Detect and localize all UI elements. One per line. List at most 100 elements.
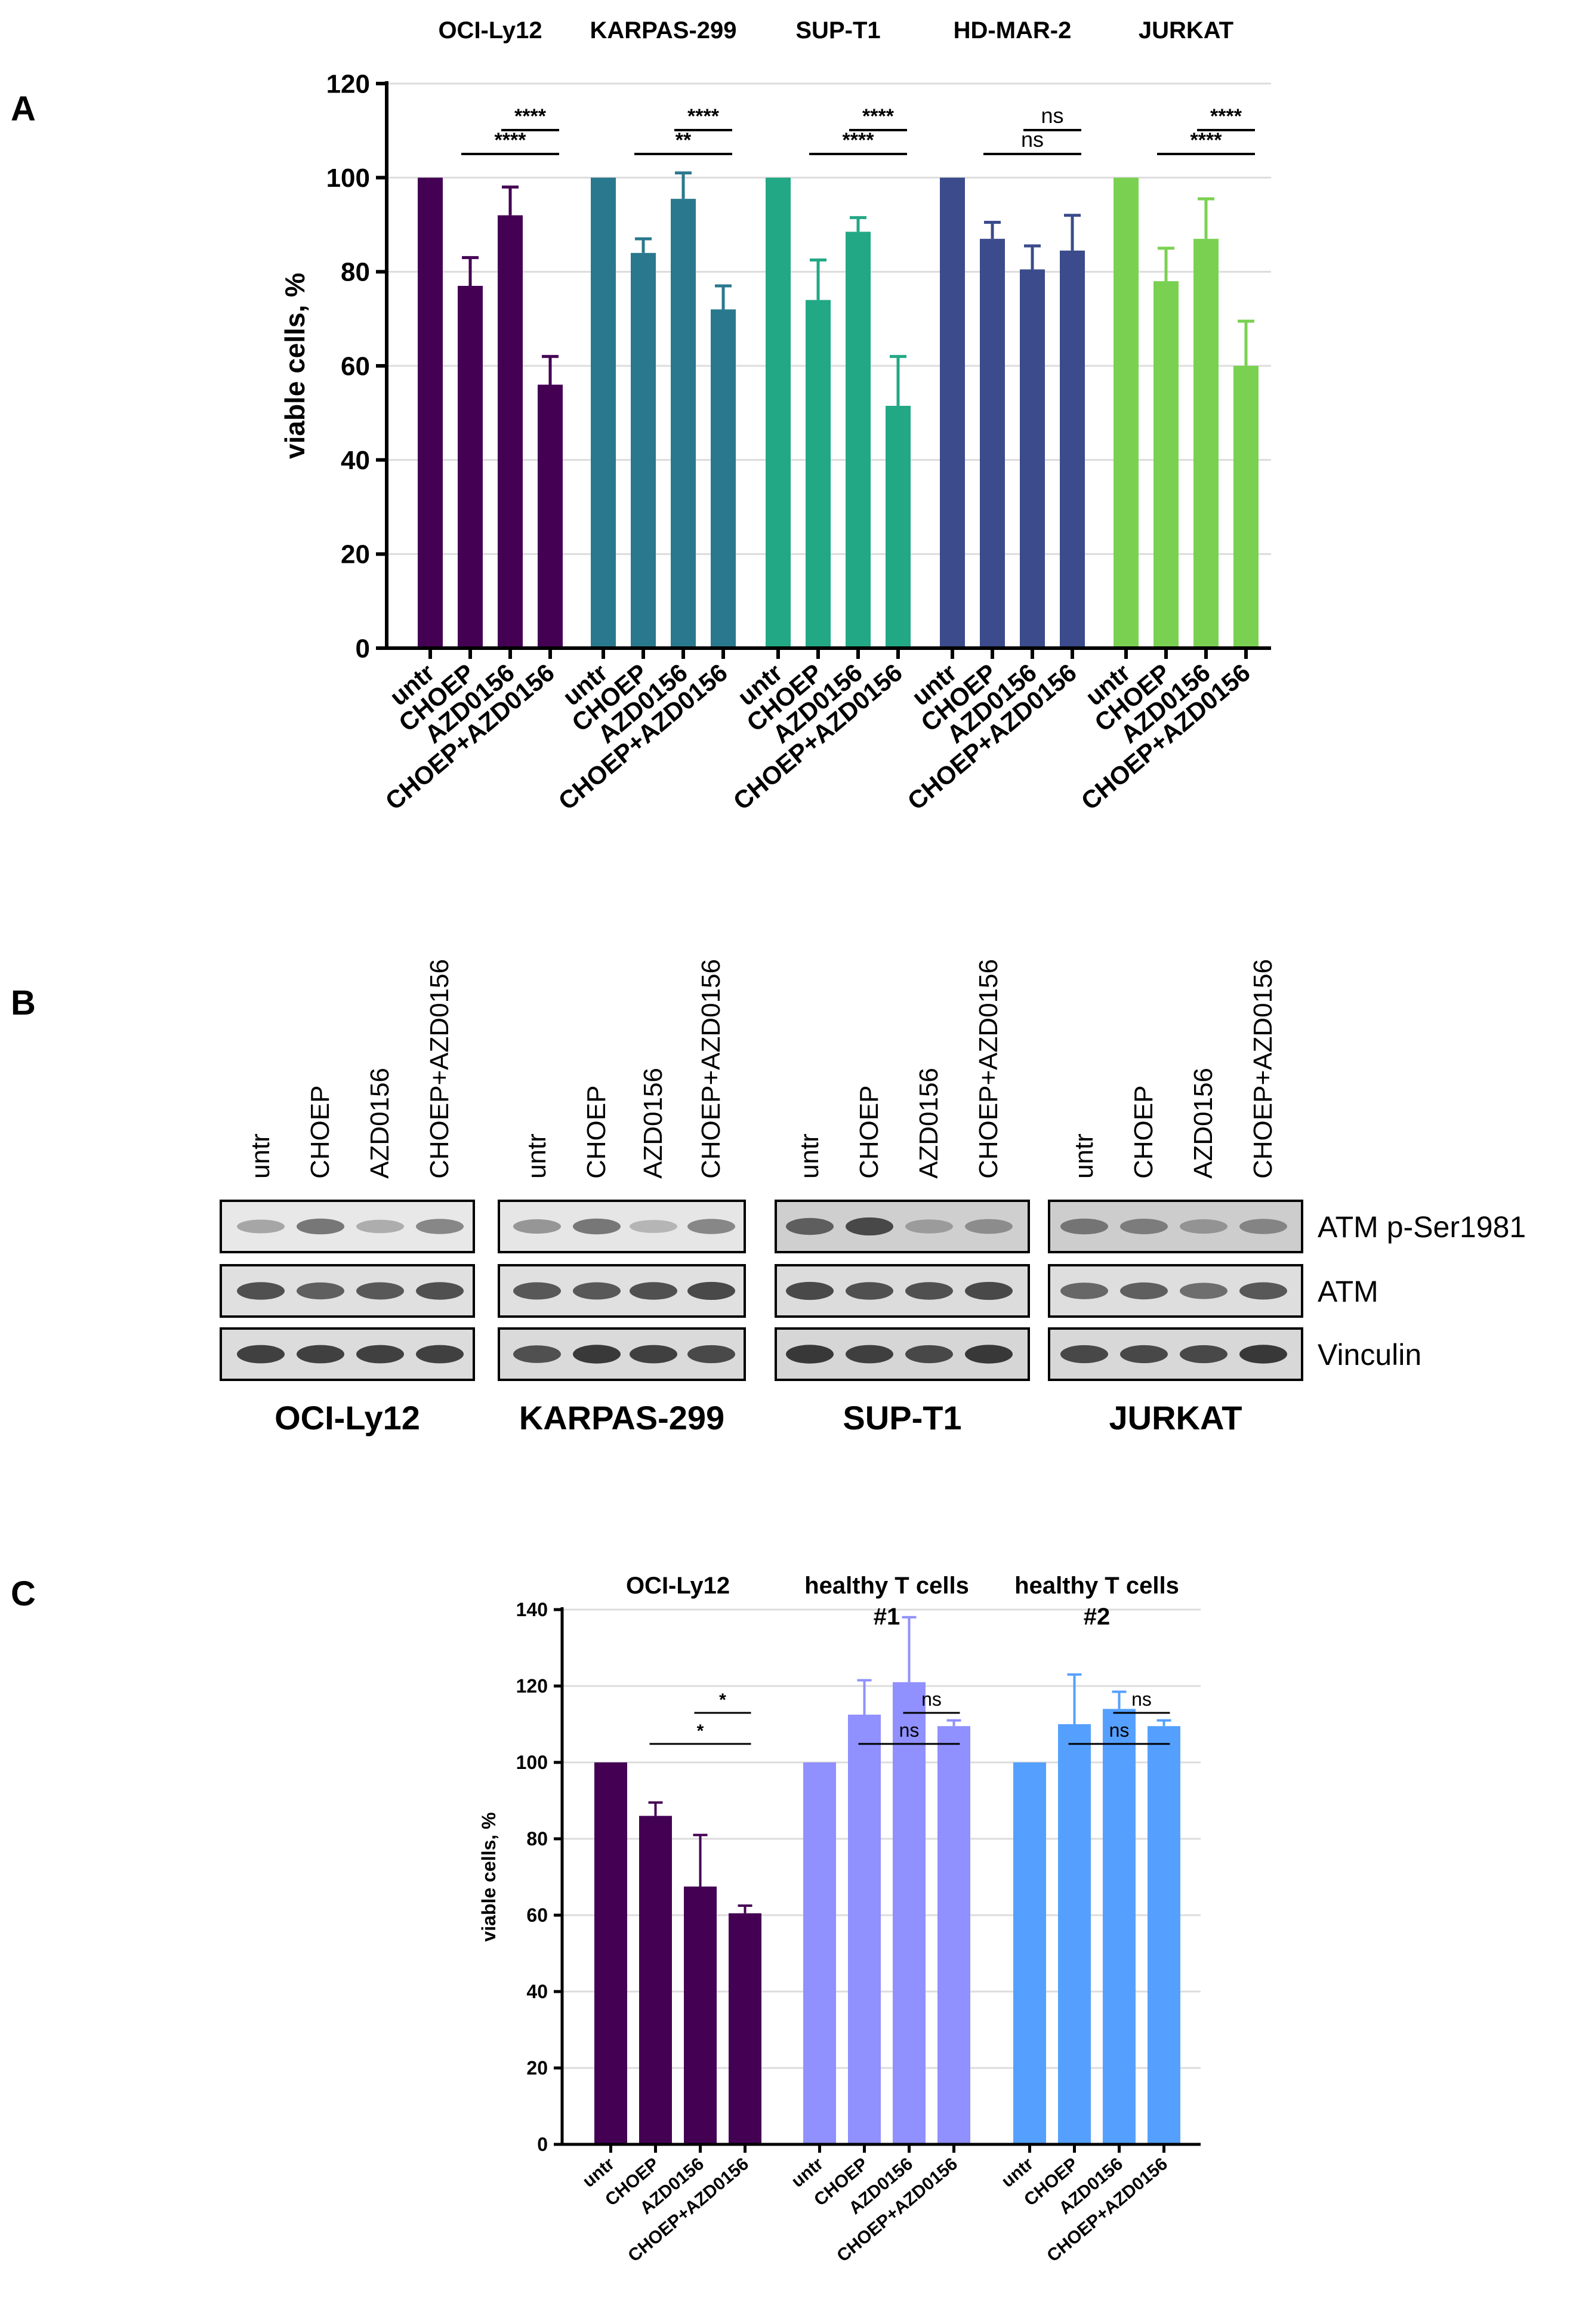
significance-label: **** [687, 105, 720, 128]
blot-row-label: ATM [1318, 1275, 1378, 1308]
bar [498, 215, 523, 648]
blot-band [356, 1219, 404, 1234]
y-tick-label: 0 [356, 634, 370, 663]
group-title: SUP-T1 [795, 17, 880, 44]
y-axis-title: viable cells, % [478, 1812, 499, 1941]
blot-band [1239, 1282, 1287, 1300]
lane-label: CHOEP [582, 1086, 611, 1179]
blot-band [1060, 1283, 1108, 1299]
blot-band [416, 1345, 464, 1364]
bar [1233, 366, 1259, 648]
lane-label: CHOEP+AZD0156 [1248, 959, 1278, 1179]
group-title: OCI-Ly12 [438, 17, 542, 44]
bar [729, 1913, 761, 2144]
bar [418, 177, 443, 649]
blot-band [687, 1219, 735, 1234]
blot-band [965, 1219, 1013, 1234]
blot-row-label: ATM p-Ser1981 [1318, 1210, 1526, 1244]
blot-band [297, 1282, 344, 1300]
western-blot-panel: untr CHOEP AZD0156 CHOEP+AZD0156 OCI-Ly12 unt… [220, 959, 1526, 1437]
blot-band [905, 1219, 953, 1234]
blot-band [573, 1345, 621, 1364]
lane-label: CHOEP [1129, 1086, 1158, 1179]
blot-cell-line-label: SUP-T1 [843, 1399, 961, 1437]
bar [671, 199, 696, 648]
blot-band [965, 1281, 1013, 1300]
blot-band [630, 1345, 677, 1364]
y-tick-label: 40 [526, 1981, 548, 2002]
bar [711, 309, 736, 648]
bar [1148, 1726, 1180, 2144]
bar [806, 300, 831, 649]
bar [639, 1816, 672, 2144]
blot-band [356, 1282, 404, 1300]
lane-label: untr [795, 1133, 824, 1179]
panel-label-b: B [11, 984, 36, 1022]
significance-label: **** [495, 129, 527, 152]
chart-c: untrCHOEPAZD0156CHOEP+AZD0156OCI-Ly12**u… [478, 1573, 1201, 2266]
blot-band [630, 1282, 677, 1300]
bar [886, 406, 911, 648]
lane-label: CHOEP+AZD0156 [696, 959, 726, 1179]
group-title: HD-MAR-2 [954, 17, 1072, 44]
blot-band [297, 1345, 344, 1364]
blot-band [786, 1281, 834, 1300]
blot-band [1239, 1219, 1287, 1234]
blot-band [1180, 1345, 1227, 1364]
blot-band [513, 1219, 561, 1234]
blot-band [1180, 1219, 1227, 1234]
lane-label: CHOEP+AZD0156 [974, 959, 1003, 1179]
y-tick-label: 20 [341, 540, 370, 569]
bar [803, 1762, 836, 2144]
blot-cell-line-label: KARPAS-299 [519, 1399, 724, 1437]
bar [893, 1682, 926, 2144]
bar [594, 1762, 627, 2144]
group-title: JURKAT [1139, 17, 1233, 44]
significance-label: * [719, 1690, 726, 1710]
blot-band [573, 1218, 621, 1235]
lane-label: AZD0156 [1189, 1068, 1218, 1179]
blot-band [1239, 1345, 1287, 1364]
blot-band [297, 1218, 344, 1235]
blot-band [786, 1218, 834, 1235]
group-title: #1 [874, 1604, 900, 1630]
lane-label: untr [246, 1133, 275, 1179]
blot-band [630, 1220, 677, 1233]
blot-cell-line-label: OCI-Ly12 [274, 1399, 420, 1437]
bar [1020, 269, 1045, 648]
y-tick-label: 60 [526, 1904, 548, 1926]
bar [940, 177, 965, 649]
y-tick-label: 0 [537, 2134, 548, 2155]
bar [937, 1726, 970, 2144]
significance-label: **** [843, 129, 875, 152]
panel-label-a: A [11, 90, 36, 128]
bar [1193, 239, 1219, 648]
bar [846, 232, 871, 648]
bar [766, 177, 791, 649]
lane-label: AZD0156 [914, 1068, 943, 1179]
chart-a: untrCHOEPAZD0156CHOEP+AZD0156OCI-Ly12***… [279, 17, 1271, 815]
significance-label: **** [862, 105, 895, 128]
bar [458, 285, 483, 648]
lane-label: untr [522, 1133, 551, 1179]
significance-label: * [697, 1721, 704, 1741]
bar [591, 177, 616, 649]
blot-band [905, 1282, 953, 1300]
blot-band [237, 1282, 285, 1300]
bar [1103, 1709, 1136, 2144]
significance-label: ns [1021, 127, 1044, 152]
y-tick-label: 140 [516, 1599, 548, 1620]
blot-band [1180, 1283, 1227, 1299]
bar [1013, 1762, 1046, 2144]
significance-label: ns [1041, 103, 1063, 128]
bar [1058, 1724, 1091, 2144]
y-tick-label: 40 [341, 446, 370, 475]
significance-label: **** [1210, 105, 1242, 128]
lane-label: AZD0156 [639, 1068, 668, 1179]
bar [538, 384, 563, 648]
group-title: healthy T cells [1014, 1573, 1179, 1599]
blot-band [513, 1345, 561, 1363]
y-tick-label: 20 [526, 2057, 548, 2079]
blot-band [965, 1345, 1013, 1364]
